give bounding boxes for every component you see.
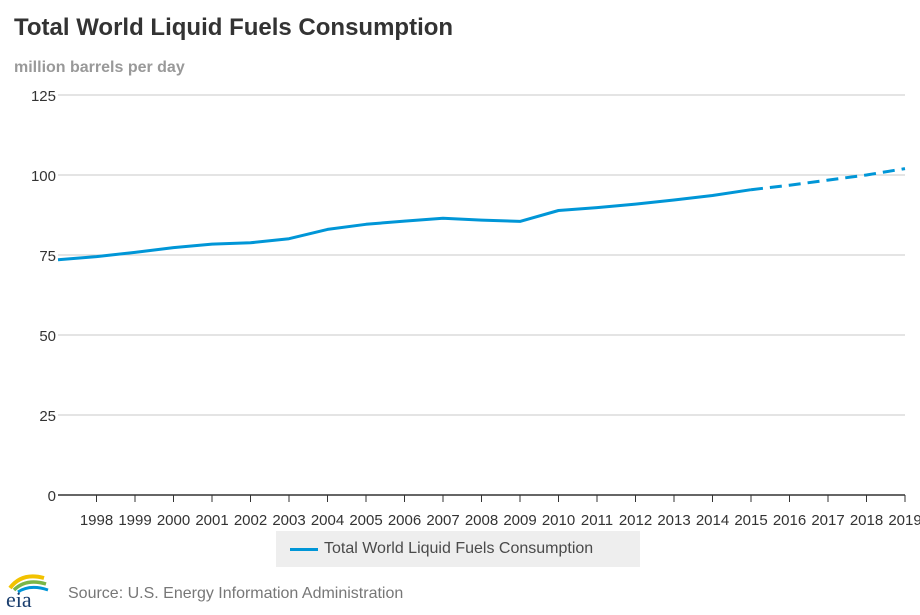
legend-label: Total World Liquid Fuels Consumption bbox=[324, 540, 593, 558]
legend[interactable]: Total World Liquid Fuels Consumption bbox=[276, 531, 640, 567]
x-tick-label: 2008 bbox=[465, 512, 498, 529]
series-line-projection bbox=[751, 169, 905, 190]
y-tick-label: 75 bbox=[39, 248, 56, 265]
x-tick-label: 2017 bbox=[811, 512, 844, 529]
axes: 0 25 50 75 100 125 1998 1999 2000 2001 2002 2003 200… bbox=[31, 88, 920, 529]
x-tick-label: 2018 bbox=[850, 512, 883, 529]
x-tick-label: 2005 bbox=[349, 512, 382, 529]
series-layer bbox=[58, 169, 905, 260]
logo-text: eia bbox=[6, 587, 32, 610]
legend-swatch bbox=[290, 548, 318, 551]
x-tick-label: 2006 bbox=[388, 512, 421, 529]
x-tick-label: 2016 bbox=[773, 512, 806, 529]
x-tick-label: 2015 bbox=[734, 512, 767, 529]
y-tick-label: 0 bbox=[48, 488, 56, 505]
x-tick-label: 2012 bbox=[619, 512, 652, 529]
x-tick-label: 2003 bbox=[272, 512, 305, 529]
x-tick-label: 2004 bbox=[311, 512, 344, 529]
y-tick-label: 25 bbox=[39, 408, 56, 425]
x-tick-label: 2019 bbox=[888, 512, 920, 529]
y-tick-label: 125 bbox=[31, 88, 56, 105]
x-tick-label: 1998 bbox=[80, 512, 113, 529]
x-tick-label: 1999 bbox=[118, 512, 151, 529]
x-tick-label: 2007 bbox=[426, 512, 459, 529]
x-tick-label: 2002 bbox=[234, 512, 267, 529]
footer: eia Source: U.S. Energy Information Admi… bbox=[4, 570, 403, 610]
x-tick-label: 2013 bbox=[657, 512, 690, 529]
grid-lines bbox=[58, 95, 905, 415]
series-line-history bbox=[58, 190, 751, 260]
y-tick-label: 100 bbox=[31, 168, 56, 185]
x-tick-label: 2001 bbox=[195, 512, 228, 529]
x-tick-label: 2000 bbox=[157, 512, 190, 529]
eia-logo: eia bbox=[4, 570, 54, 610]
x-tick-label: 2009 bbox=[503, 512, 536, 529]
source-text: Source: U.S. Energy Information Administ… bbox=[68, 585, 403, 603]
y-tick-label: 50 bbox=[39, 328, 56, 345]
x-tick-label: 2010 bbox=[542, 512, 575, 529]
x-tick-label: 2014 bbox=[696, 512, 729, 529]
x-tick-label: 2011 bbox=[581, 512, 613, 529]
